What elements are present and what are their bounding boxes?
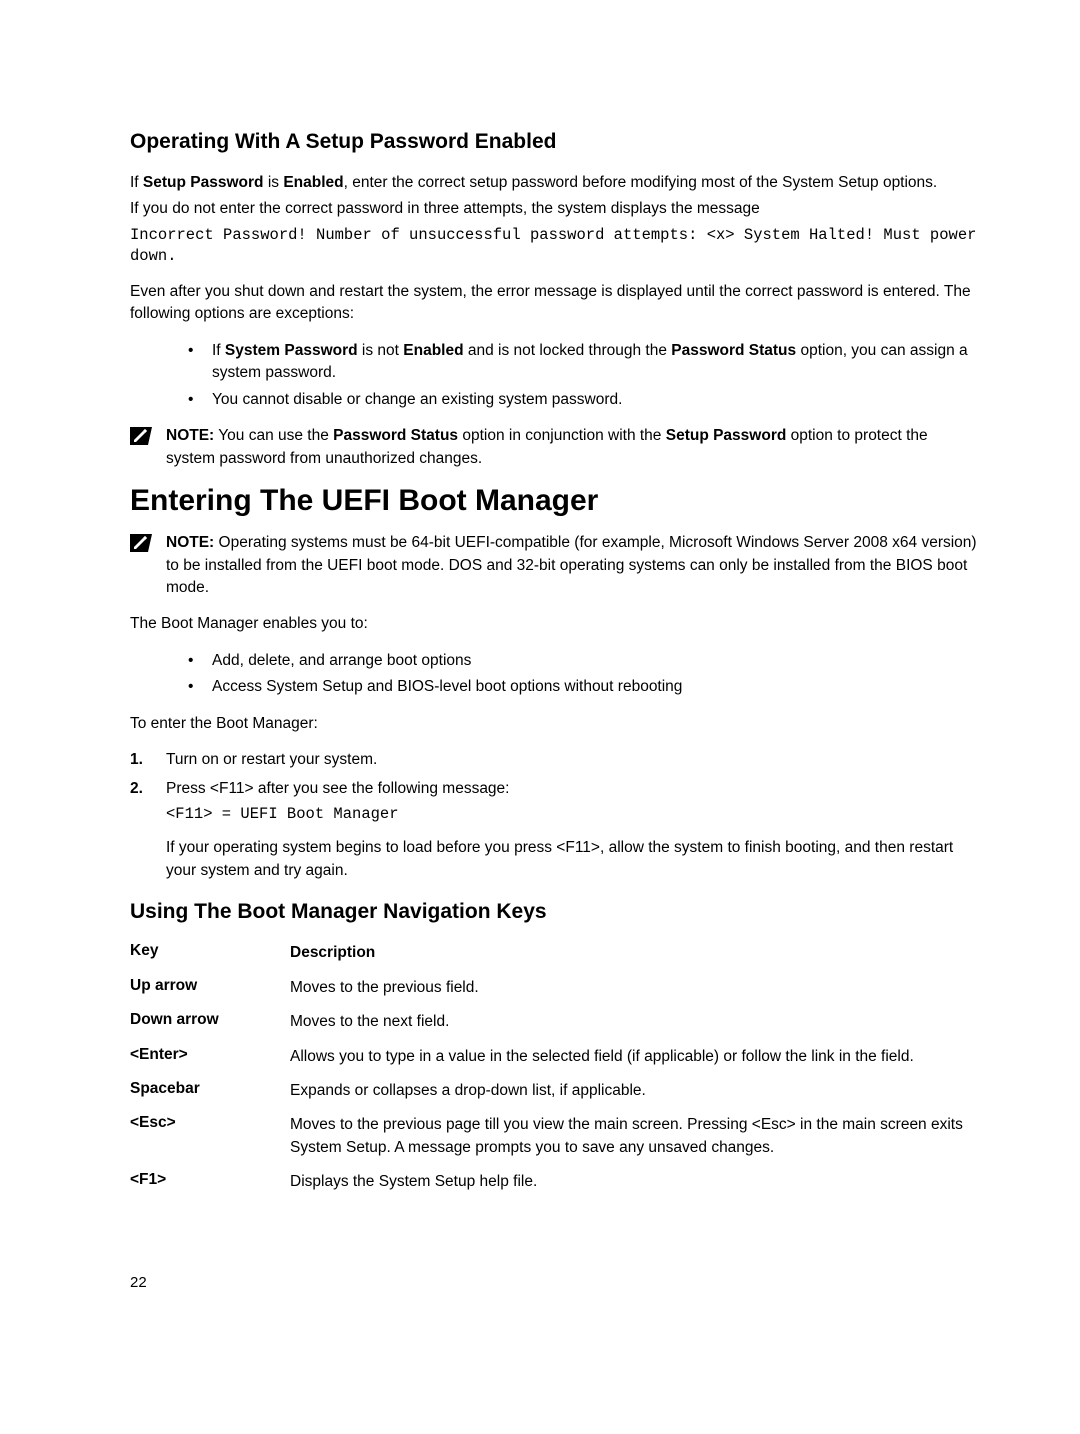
bold-fragment: System Password <box>225 342 358 359</box>
key-cell: <Enter> <box>130 1046 290 1068</box>
table-header-row: Key Description <box>130 942 980 964</box>
section1-bullets: If System Password is not Enabled and is… <box>188 340 980 411</box>
note-block: NOTE: You can use the Password Status op… <box>130 425 980 470</box>
section1-p2: If you do not enter the correct password… <box>130 198 980 220</box>
note-block: NOTE: Operating systems must be 64-bit U… <box>130 532 980 599</box>
val-cell: Moves to the next field. <box>290 1011 449 1033</box>
section2-p1: The Boot Manager enables you to: <box>130 613 980 635</box>
val-cell: Allows you to type in a value in the sel… <box>290 1046 914 1068</box>
step-followup: If your operating system begins to load … <box>166 837 980 882</box>
key-cell: Spacebar <box>130 1080 290 1102</box>
table-row: Down arrow Moves to the next field. <box>130 1011 980 1033</box>
text-fragment: Operating systems must be 64-bit UEFI-co… <box>166 534 977 596</box>
list-item: If System Password is not Enabled and is… <box>188 340 980 385</box>
note-label: NOTE: <box>166 427 214 444</box>
section1-heading: Operating With A Setup Password Enabled <box>130 130 980 154</box>
key-cell: <F1> <box>130 1171 290 1193</box>
step-text: Press <F11> after you see the following … <box>166 780 509 797</box>
note-text: NOTE: You can use the Password Status op… <box>166 425 980 470</box>
table-row: Spacebar Expands or collapses a drop-dow… <box>130 1080 980 1102</box>
text-fragment: , enter the correct setup password befor… <box>344 174 938 191</box>
bold-fragment: Password Status <box>671 342 796 359</box>
section2-bullets: Add, delete, and arrange boot options Ac… <box>188 650 980 699</box>
val-cell: Expands or collapses a drop-down list, i… <box>290 1080 646 1102</box>
section1-p3: Even after you shut down and restart the… <box>130 281 980 326</box>
table-row: <Enter> Allows you to type in a value in… <box>130 1046 980 1068</box>
step-number: 1. <box>130 749 143 771</box>
table-row: <F1> Displays the System Setup help file… <box>130 1171 980 1193</box>
text-fragment: You can use the <box>214 427 333 444</box>
pencil-note-icon <box>130 534 152 557</box>
section3-heading: Using The Boot Manager Navigation Keys <box>130 900 980 924</box>
key-cell: Up arrow <box>130 977 290 999</box>
section1-p1: If Setup Password is Enabled, enter the … <box>130 172 980 194</box>
step-item: 2. Press <F11> after you see the followi… <box>130 778 980 882</box>
key-cell: Down arrow <box>130 1011 290 1033</box>
section1-mono1: Incorrect Password! Number of unsuccessf… <box>130 225 980 267</box>
step-mono: <F11> = UEFI Boot Manager <box>166 804 980 825</box>
val-cell: Moves to the previous page till you view… <box>290 1114 980 1159</box>
text-fragment: is <box>264 174 284 191</box>
bold-fragment: Setup Password <box>143 174 264 191</box>
text-fragment: If <box>212 342 225 359</box>
note-text: NOTE: Operating systems must be 64-bit U… <box>166 532 980 599</box>
bold-fragment: Setup Password <box>666 427 787 444</box>
step-text: Turn on or restart your system. <box>166 751 377 768</box>
list-item: Add, delete, and arrange boot options <box>188 650 980 672</box>
note-label: NOTE: <box>166 534 214 551</box>
text-fragment: If <box>130 174 143 191</box>
header-key: Key <box>130 942 290 964</box>
section2-p2: To enter the Boot Manager: <box>130 713 980 735</box>
section2-heading: Entering The UEFI Boot Manager <box>130 484 980 518</box>
table-row: <Esc> Moves to the previous page till yo… <box>130 1114 980 1159</box>
text-fragment: option in conjunction with the <box>458 427 666 444</box>
val-cell: Moves to the previous field. <box>290 977 479 999</box>
text-fragment: is not <box>358 342 404 359</box>
key-cell: <Esc> <box>130 1114 290 1159</box>
list-item: You cannot disable or change an existing… <box>188 389 980 411</box>
val-cell: Displays the System Setup help file. <box>290 1171 537 1193</box>
page-number: 22 <box>130 1274 980 1291</box>
table-row: Up arrow Moves to the previous field. <box>130 977 980 999</box>
step-number: 2. <box>130 778 143 800</box>
list-item: Access System Setup and BIOS-level boot … <box>188 676 980 698</box>
bold-fragment: Enabled <box>403 342 463 359</box>
section2-steps: 1. Turn on or restart your system. 2. Pr… <box>130 749 980 882</box>
definition-table: Key Description Up arrow Moves to the pr… <box>130 942 980 1194</box>
header-desc: Description <box>290 942 375 964</box>
pencil-note-icon <box>130 427 152 450</box>
bold-fragment: Enabled <box>283 174 343 191</box>
bold-fragment: Password Status <box>333 427 458 444</box>
text-fragment: and is not locked through the <box>464 342 672 359</box>
step-item: 1. Turn on or restart your system. <box>130 749 980 771</box>
